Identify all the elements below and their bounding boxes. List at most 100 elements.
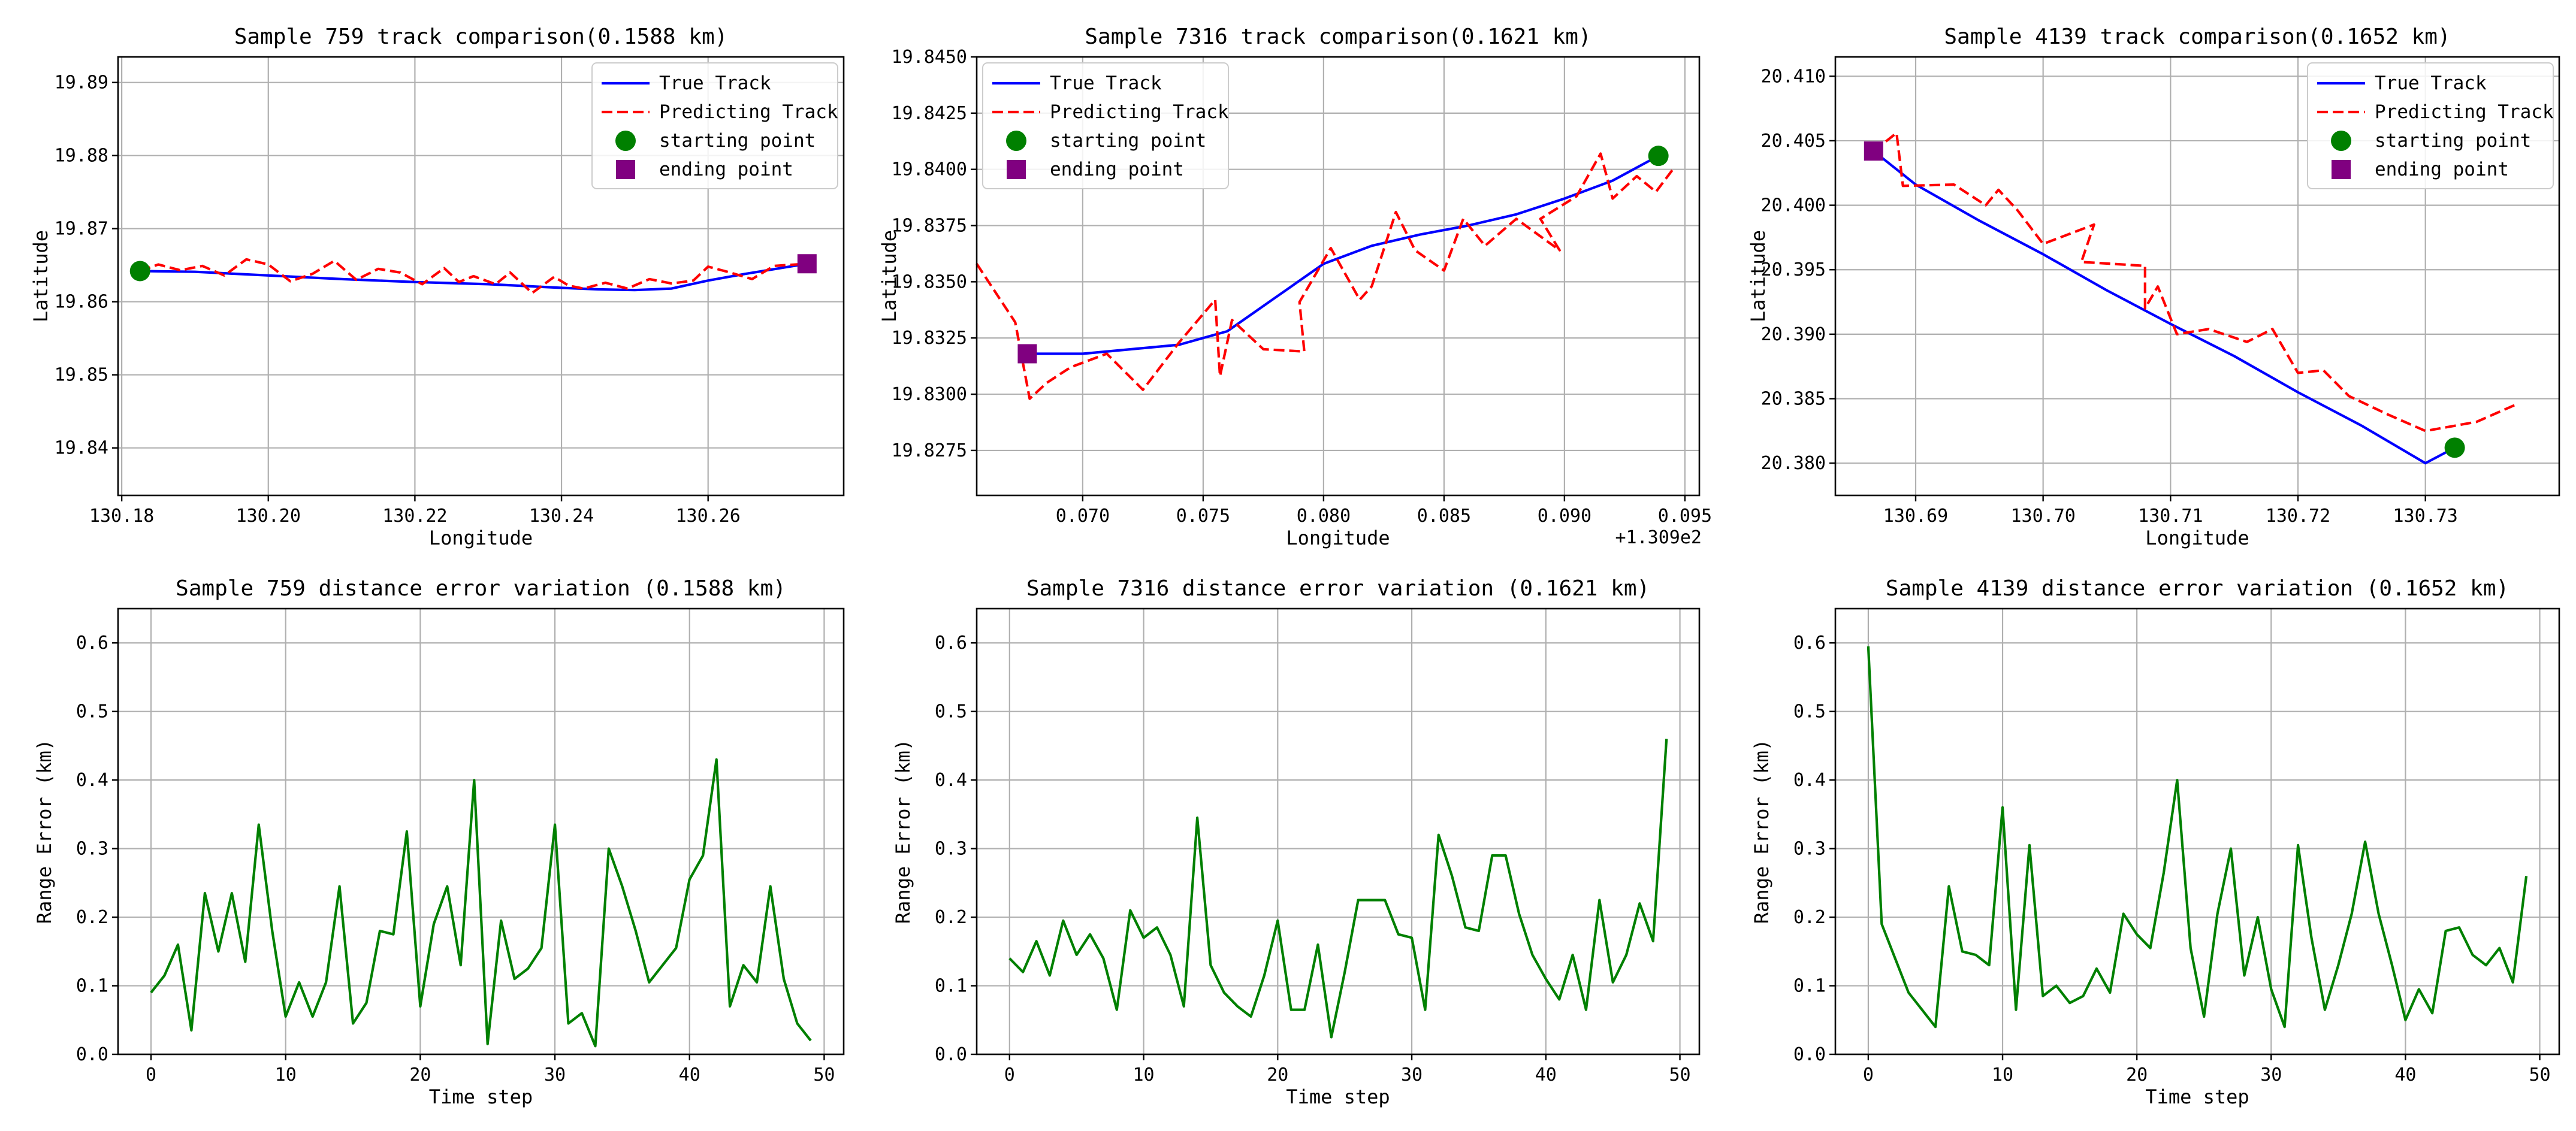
legend-end-label: ending point bbox=[1050, 159, 1184, 180]
plot-frame bbox=[1834, 56, 2560, 497]
y-tick-label: 20.395 bbox=[1761, 259, 1826, 280]
ending-point-marker bbox=[1864, 141, 1883, 161]
y-tick-label: 0.3 bbox=[1793, 839, 1826, 860]
x-axis-label: Longitude bbox=[1286, 527, 1390, 549]
legend-start-label: starting point bbox=[2375, 130, 2531, 152]
x-tick-label: 130.73 bbox=[2393, 506, 2458, 527]
chart-panel-4: 0 10 20 30 40 50 0.0 0.1 0.2 0.3 0.4 0.5 0.6 Sample 7… bbox=[33, 576, 845, 1108]
true-track-line bbox=[140, 262, 808, 292]
x-tick-label: 50 bbox=[1669, 1065, 1690, 1085]
y-tick-label: 0.6 bbox=[76, 633, 108, 654]
legend-end-label: ending point bbox=[2375, 159, 2509, 180]
legend-box bbox=[591, 62, 838, 189]
chart-panel-6: 0 10 20 30 40 50 0.0 0.1 0.2 0.3 0.4 0.5 0.6 Sample 4… bbox=[1750, 576, 2560, 1108]
predicted-track-line bbox=[976, 152, 1674, 400]
y-tick-label: 0.5 bbox=[76, 701, 108, 722]
legend-end-swatch bbox=[2332, 160, 2351, 179]
y-tick-label: 0.3 bbox=[76, 839, 108, 860]
y-tick-label: 20.410 bbox=[1761, 66, 1826, 87]
chart-panel-3: 130.69 130.70 130.71 130.72 130.73 20.380 20.3… bbox=[1747, 25, 2560, 549]
legend-true-label: True Track bbox=[1050, 72, 1162, 94]
x-tick-label: 0 bbox=[146, 1065, 156, 1085]
legend-start-swatch bbox=[2331, 131, 2351, 151]
x-tick-label: 30 bbox=[544, 1065, 566, 1085]
y-tick-label: 0.4 bbox=[76, 770, 108, 791]
legend-start-swatch bbox=[1006, 131, 1026, 151]
y-tick-label: 0.2 bbox=[1793, 907, 1826, 928]
legend-start-label: starting point bbox=[1050, 130, 1206, 152]
true-track-line bbox=[1027, 155, 1659, 355]
y-tick-label: 0.6 bbox=[1793, 633, 1826, 654]
x-tick-label: 10 bbox=[1992, 1065, 2013, 1085]
y-axis-label: Range Error (km) bbox=[892, 739, 914, 924]
x-tick-label: 130.71 bbox=[2138, 506, 2203, 527]
chart-title: Sample 7316 distance error variation (0.… bbox=[1026, 576, 1650, 601]
x-tick-label: 20 bbox=[2126, 1065, 2148, 1085]
predicted-track-line bbox=[1873, 131, 2515, 433]
y-tick-label: 19.8350 bbox=[892, 271, 967, 292]
x-tick-label: 0.080 bbox=[1297, 506, 1351, 527]
x-tick-label: 40 bbox=[679, 1065, 700, 1085]
x-tick-label: 20 bbox=[409, 1065, 431, 1085]
y-tick-label: 0.1 bbox=[935, 976, 967, 997]
y-tick-label: 0.4 bbox=[935, 770, 967, 791]
range-error-line bbox=[1867, 646, 2528, 1029]
x-tick-label: 130.69 bbox=[1883, 506, 1948, 527]
x-axis-label: Longitude bbox=[2145, 527, 2249, 549]
x-tick-label: 10 bbox=[1133, 1065, 1155, 1085]
starting-point-marker bbox=[1648, 146, 1669, 167]
legend-true-label: True Track bbox=[659, 72, 771, 94]
y-tick-label: 19.84 bbox=[55, 438, 108, 459]
x-tick-label: 130.18 bbox=[89, 506, 154, 527]
y-tick-label: 20.400 bbox=[1761, 195, 1826, 216]
x-tick-label: 0.075 bbox=[1176, 506, 1230, 527]
starting-point-marker bbox=[2444, 437, 2465, 458]
plot-frame bbox=[117, 607, 845, 1056]
true-track-line bbox=[1873, 150, 2456, 465]
legend-end-label: ending point bbox=[659, 159, 793, 180]
range-error-line bbox=[1008, 739, 1668, 1039]
x-tick-label: 0 bbox=[1863, 1065, 1874, 1085]
legend-box bbox=[2307, 62, 2554, 189]
x-axis-label: Time step bbox=[2145, 1085, 2249, 1108]
y-tick-label: 0.0 bbox=[935, 1044, 967, 1065]
x-tick-label: 130.24 bbox=[529, 506, 594, 527]
legend-pred-label: Predicting Track bbox=[1050, 101, 1229, 123]
x-tick-label: 50 bbox=[2529, 1065, 2550, 1085]
y-tick-label: 0.5 bbox=[1793, 701, 1826, 722]
y-tick-label: 0.1 bbox=[1793, 976, 1826, 997]
x-tick-label: 130.20 bbox=[236, 506, 301, 527]
chart-title: Sample 4139 track comparison(0.1652 km) bbox=[1944, 25, 2450, 49]
x-tick-label: 10 bbox=[275, 1065, 297, 1085]
legend-start-swatch bbox=[615, 131, 636, 151]
chart-panel-2: 0.070 0.075 0.080 0.085 0.090 0.095 19.8275 19.… bbox=[878, 25, 1712, 549]
x-tick-label: 0.070 bbox=[1056, 506, 1110, 527]
y-tick-label: 19.85 bbox=[55, 365, 108, 386]
y-tick-label: 19.8450 bbox=[892, 47, 967, 68]
y-tick-label: 19.8300 bbox=[892, 384, 967, 405]
x-tick-label: 130.70 bbox=[2010, 506, 2075, 527]
legend-true-label: True Track bbox=[2375, 72, 2487, 94]
x-tick-label: 40 bbox=[2394, 1065, 2416, 1085]
x-tick-label: 30 bbox=[2260, 1065, 2282, 1085]
x-tick-label: 0.095 bbox=[1658, 506, 1712, 527]
x-offset-label: +1.309e2 bbox=[1615, 527, 1702, 548]
ending-point-marker bbox=[1017, 344, 1037, 364]
chart-panel-5: 0 10 20 30 40 50 0.0 0.1 0.2 0.3 0.4 0.5 0.6 Sample 7… bbox=[892, 576, 1701, 1108]
y-tick-label: 19.8425 bbox=[892, 103, 967, 124]
x-tick-label: 0 bbox=[1004, 1065, 1015, 1085]
legend-pred-label: Predicting Track bbox=[659, 101, 838, 123]
chart-title: Sample 759 distance error variation (0.1… bbox=[176, 576, 786, 601]
y-tick-label: 19.87 bbox=[55, 219, 108, 240]
legend-pred-label: Predicting Track bbox=[2375, 101, 2554, 123]
legend-start-label: starting point bbox=[659, 130, 816, 152]
x-tick-label: 130.22 bbox=[382, 506, 447, 527]
y-tick-label: 19.8400 bbox=[892, 159, 967, 180]
x-axis-label: Time step bbox=[1286, 1085, 1390, 1108]
plot-frame bbox=[117, 56, 845, 497]
x-tick-label: 30 bbox=[1401, 1065, 1423, 1085]
x-axis-label: Time step bbox=[429, 1085, 533, 1108]
y-tick-label: 19.8325 bbox=[892, 328, 967, 349]
y-tick-label: 20.385 bbox=[1761, 389, 1826, 410]
y-tick-label: 0.4 bbox=[1793, 770, 1826, 791]
